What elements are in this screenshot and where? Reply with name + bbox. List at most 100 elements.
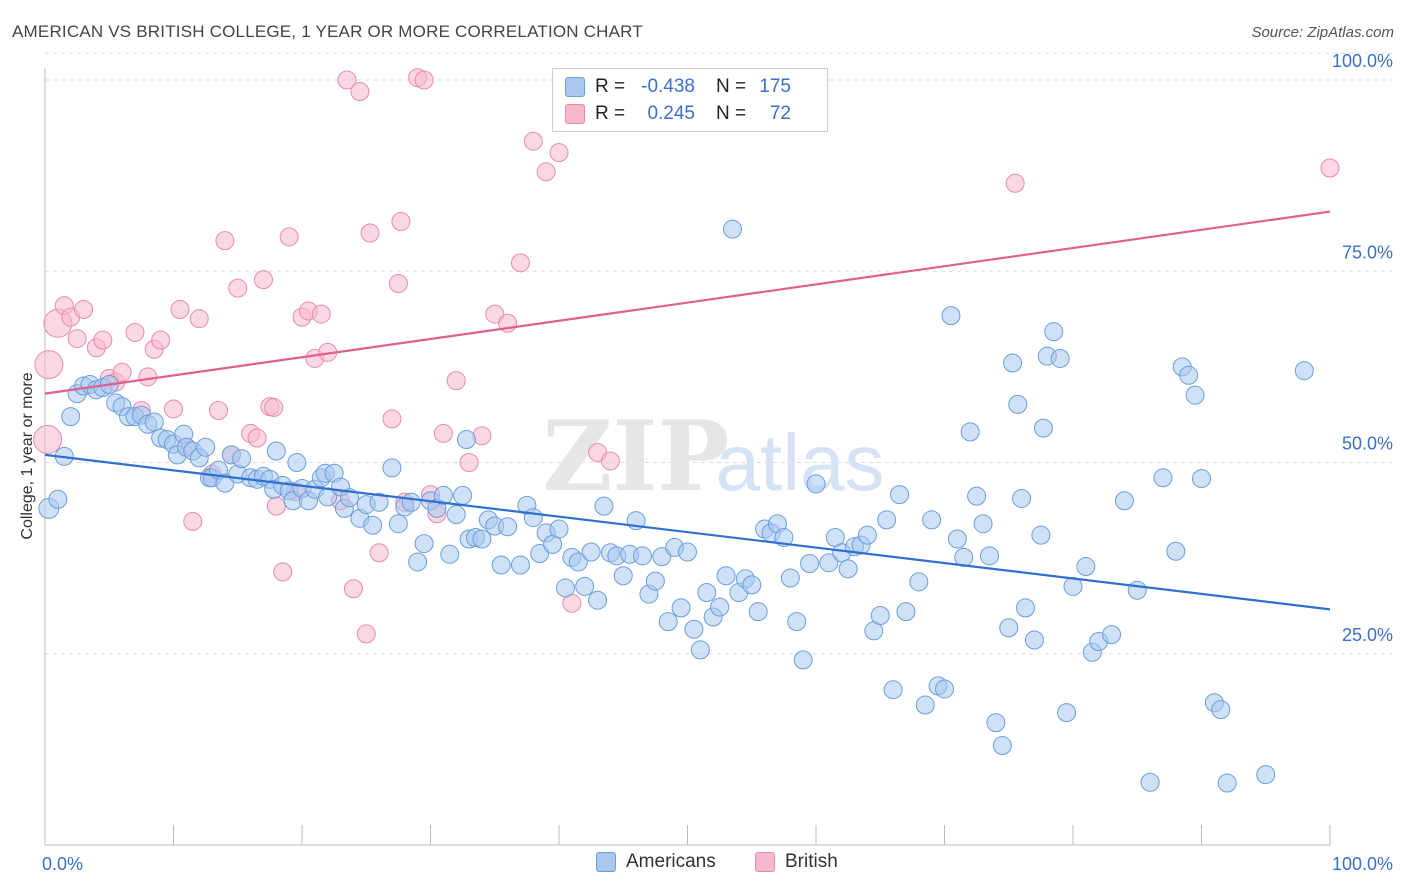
american-point: [549, 519, 569, 539]
british-point: [189, 309, 209, 329]
legend-item-british[interactable]: British: [755, 851, 838, 873]
british-point: [360, 223, 380, 243]
american-point: [1012, 488, 1032, 508]
british-point: [311, 304, 331, 324]
british-point: [215, 231, 235, 251]
legend-row-british: R = 0.245 N = 72: [565, 102, 791, 126]
american-point: [588, 590, 608, 610]
american-point: [967, 486, 987, 506]
british-point: [388, 273, 408, 293]
american-point: [722, 219, 742, 239]
y-tick-label: 25.0%: [1342, 625, 1393, 645]
american-point: [671, 598, 691, 618]
tick-labels: 25.0% 50.0% 75.0% 100.0% 0.0% 100.0%: [42, 51, 1393, 874]
legend-item-americans[interactable]: Americans: [596, 851, 716, 873]
american-point: [568, 552, 588, 572]
british-point: [74, 300, 94, 319]
american-point: [1185, 385, 1205, 405]
american-point: [1179, 365, 1199, 385]
british-point: [67, 329, 87, 349]
american-point: [909, 572, 929, 592]
american-point: [684, 619, 704, 639]
american-point: [215, 473, 235, 493]
american-point: [697, 583, 717, 603]
r-value: -0.438: [641, 76, 695, 97]
american-point: [1114, 491, 1134, 511]
y-tick-label: 50.0%: [1342, 434, 1393, 454]
british-point: [485, 304, 505, 324]
americans-swatch: [596, 852, 616, 872]
n-label: N =: [715, 103, 747, 124]
american-point: [935, 679, 954, 699]
n-label: N =: [715, 76, 747, 97]
british-point: [1005, 173, 1025, 193]
american-point: [1031, 525, 1051, 545]
american-point: [196, 437, 216, 457]
british-point: [273, 562, 293, 582]
british-point: [164, 399, 183, 419]
american-point: [973, 514, 993, 534]
british-point: [125, 322, 145, 342]
american-point: [232, 449, 252, 469]
americans-label: Americans: [626, 851, 716, 872]
american-point: [363, 515, 383, 535]
british-point: [391, 212, 411, 232]
x-tick-label: 100.0%: [1332, 854, 1393, 874]
american-point: [915, 695, 935, 715]
watermark-zip: ZIP: [542, 400, 729, 513]
british-swatch: [565, 104, 585, 124]
american-point: [678, 542, 697, 562]
american-point: [658, 612, 678, 632]
british-point: [151, 330, 171, 350]
watermark-atlas: atlas: [716, 418, 885, 507]
american-point: [456, 430, 476, 450]
trend-lines: [44, 210, 1331, 611]
american-point: [1044, 322, 1064, 342]
american-point: [61, 407, 81, 427]
british-point: [112, 362, 132, 382]
american-point: [1192, 469, 1211, 489]
american-point: [999, 618, 1019, 638]
american-point: [523, 508, 543, 528]
british-point: [138, 367, 158, 387]
american-point: [1076, 557, 1096, 577]
american-point: [472, 529, 492, 549]
american-point: [144, 412, 164, 432]
british-point: [433, 423, 453, 443]
american-point: [819, 553, 839, 573]
american-point: [575, 576, 595, 596]
axes: [44, 68, 1331, 846]
american-point: [690, 640, 710, 660]
american-point: [1153, 468, 1173, 488]
american-point: [340, 488, 360, 508]
british-point: [34, 350, 64, 380]
american-point: [793, 650, 813, 670]
american-point: [414, 534, 434, 554]
american-point: [800, 553, 820, 573]
correlation-legend: R = -0.438 N = 175 R = 0.245 N = 72: [552, 68, 828, 132]
american-point: [787, 612, 807, 632]
american-point: [806, 474, 826, 494]
british-point: [253, 270, 273, 290]
british-point: [1320, 158, 1340, 178]
american-point: [555, 578, 575, 598]
american-point: [774, 527, 794, 547]
american-point: [408, 552, 428, 572]
american-point: [896, 602, 916, 622]
british-point: [337, 70, 357, 90]
y-tick-label: 75.0%: [1342, 242, 1393, 262]
x-tick-label: 0.0%: [42, 854, 83, 874]
american-point: [498, 517, 518, 537]
american-point: [780, 568, 800, 588]
british-point: [549, 143, 569, 163]
american-point: [838, 559, 858, 579]
american-point: [1127, 580, 1147, 600]
british-trend-line: [44, 210, 1331, 395]
american-point: [287, 453, 307, 472]
american-point: [979, 546, 999, 566]
british-point: [600, 451, 620, 471]
american-point: [716, 566, 736, 586]
american-point: [748, 602, 768, 622]
british-point: [247, 428, 267, 448]
